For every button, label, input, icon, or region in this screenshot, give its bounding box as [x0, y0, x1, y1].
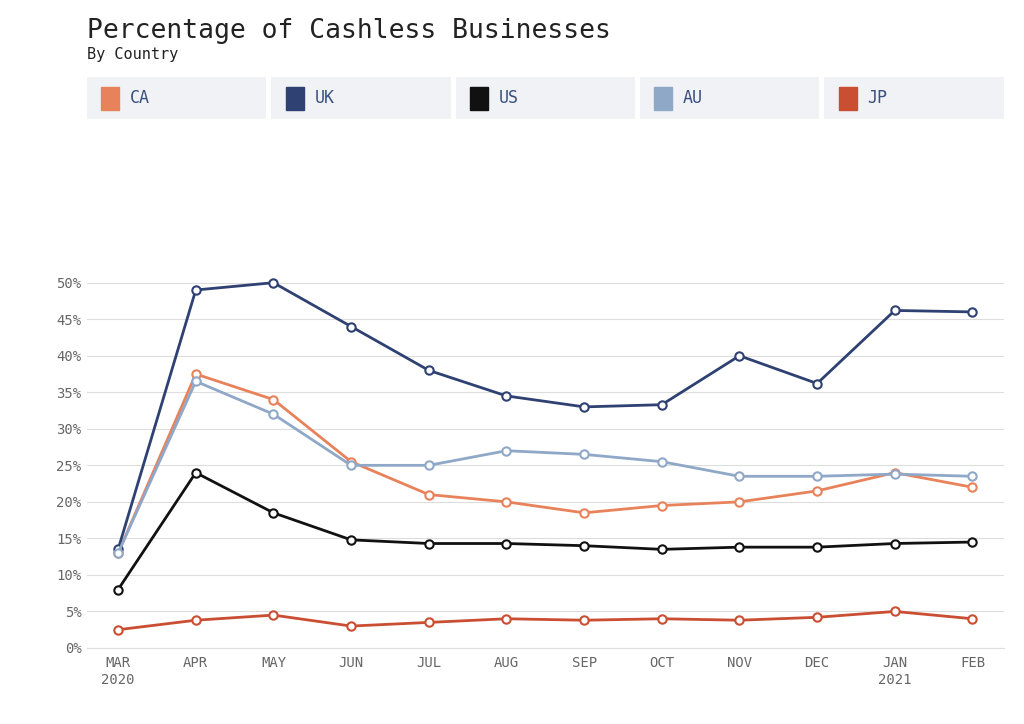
Bar — [101, 87, 119, 110]
Text: AU: AU — [683, 90, 703, 107]
Text: JP: JP — [867, 90, 888, 107]
Bar — [470, 87, 488, 110]
Text: By Country: By Country — [87, 47, 178, 62]
Bar — [839, 87, 856, 110]
Text: UK: UK — [314, 90, 335, 107]
Bar — [286, 87, 304, 110]
Text: US: US — [499, 90, 519, 107]
Text: Percentage of Cashless Businesses: Percentage of Cashless Businesses — [87, 18, 611, 44]
Text: CA: CA — [130, 90, 151, 107]
Bar — [654, 87, 672, 110]
